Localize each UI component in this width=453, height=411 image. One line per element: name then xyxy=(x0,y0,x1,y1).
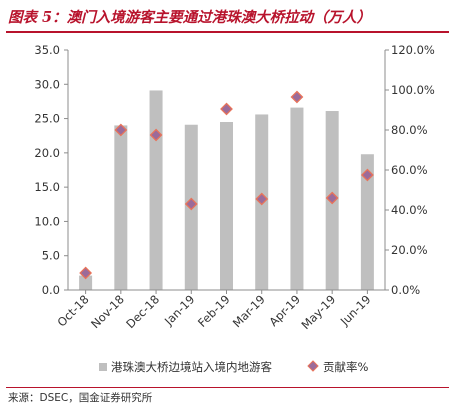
title-divider xyxy=(6,31,449,33)
source-divider xyxy=(6,387,449,388)
legend: 港珠澳大桥边境站入境内地游客 贡献率% xyxy=(99,360,368,374)
marker-May-19 xyxy=(325,191,339,205)
x-tick-label: Apr-19 xyxy=(266,292,303,329)
bar-Nov-18 xyxy=(114,125,128,291)
bar-Feb-19 xyxy=(220,122,233,290)
x-tick-label: Mar-19 xyxy=(230,292,268,330)
left-tick-label: 15.0 xyxy=(34,180,60,194)
legend-marker-label: 贡献率% xyxy=(323,360,368,374)
marker-Nov-18 xyxy=(114,123,128,137)
contribution-series xyxy=(79,90,374,280)
marker-Jun-19 xyxy=(360,168,374,182)
chart-title: 图表 5：澳门入境游客主要通过港珠澳大桥拉动（万人） xyxy=(8,9,372,26)
left-tick-label: 0.0 xyxy=(42,283,60,297)
right-tick-label: 20.0% xyxy=(391,243,428,257)
x-tick-label: Nov-18 xyxy=(88,292,127,331)
legend-bar-label: 港珠澳大桥边境站入境内地游客 xyxy=(111,360,272,374)
left-tick-label: 25.0 xyxy=(34,112,60,126)
marker-Dec-18 xyxy=(149,128,163,142)
bar-Apr-19 xyxy=(290,107,304,290)
chart: 0.0 5.0 10.0 15.0 20.0 25.0 30.0 35.0 0.0% 20.0%… xyxy=(34,43,435,374)
right-tick-label: 80.0% xyxy=(391,123,428,137)
x-tick-label: Oct-18 xyxy=(54,292,91,329)
right-tick-label: 40.0% xyxy=(391,203,428,217)
left-axis-tick-labels: 0.0 5.0 10.0 15.0 20.0 25.0 30.0 35.0 xyxy=(34,43,68,297)
right-tick-label: 0.0% xyxy=(391,283,420,297)
right-axis-tick-labels: 0.0% 20.0% 40.0% 60.0% 80.0% 100.0% 120.0% xyxy=(385,43,435,297)
x-tick-label: Jun-19 xyxy=(337,292,374,329)
marker-Apr-19 xyxy=(290,90,304,104)
marker-Jan-19 xyxy=(184,197,198,211)
right-tick-label: 60.0% xyxy=(391,163,428,177)
left-tick-label: 20.0 xyxy=(34,146,60,160)
x-tick-label: Dec-18 xyxy=(123,292,162,331)
x-tick-label: Feb-19 xyxy=(195,292,233,330)
left-tick-label: 30.0 xyxy=(34,77,60,91)
bar-series xyxy=(79,90,374,291)
marker-Oct-18 xyxy=(79,266,93,280)
right-tick-label: 100.0% xyxy=(391,83,435,97)
x-tick-label: Jan-19 xyxy=(161,292,197,328)
legend-marker-swatch xyxy=(307,360,319,372)
right-tick-label: 120.0% xyxy=(391,43,435,57)
legend-bar-swatch xyxy=(99,363,107,371)
bar-Dec-18 xyxy=(149,90,163,291)
left-tick-label: 35.0 xyxy=(34,43,60,57)
left-tick-label: 10.0 xyxy=(34,214,60,228)
left-tick-label: 5.0 xyxy=(42,249,60,263)
bar-Oct-18 xyxy=(79,275,93,290)
marker-Mar-19 xyxy=(255,192,269,206)
x-tick-label: May-19 xyxy=(298,292,338,332)
marker-Feb-19 xyxy=(220,102,233,116)
bar-Jun-19 xyxy=(360,154,374,290)
source-note: 来源：DSEC，国金证券研究所 xyxy=(8,392,153,404)
